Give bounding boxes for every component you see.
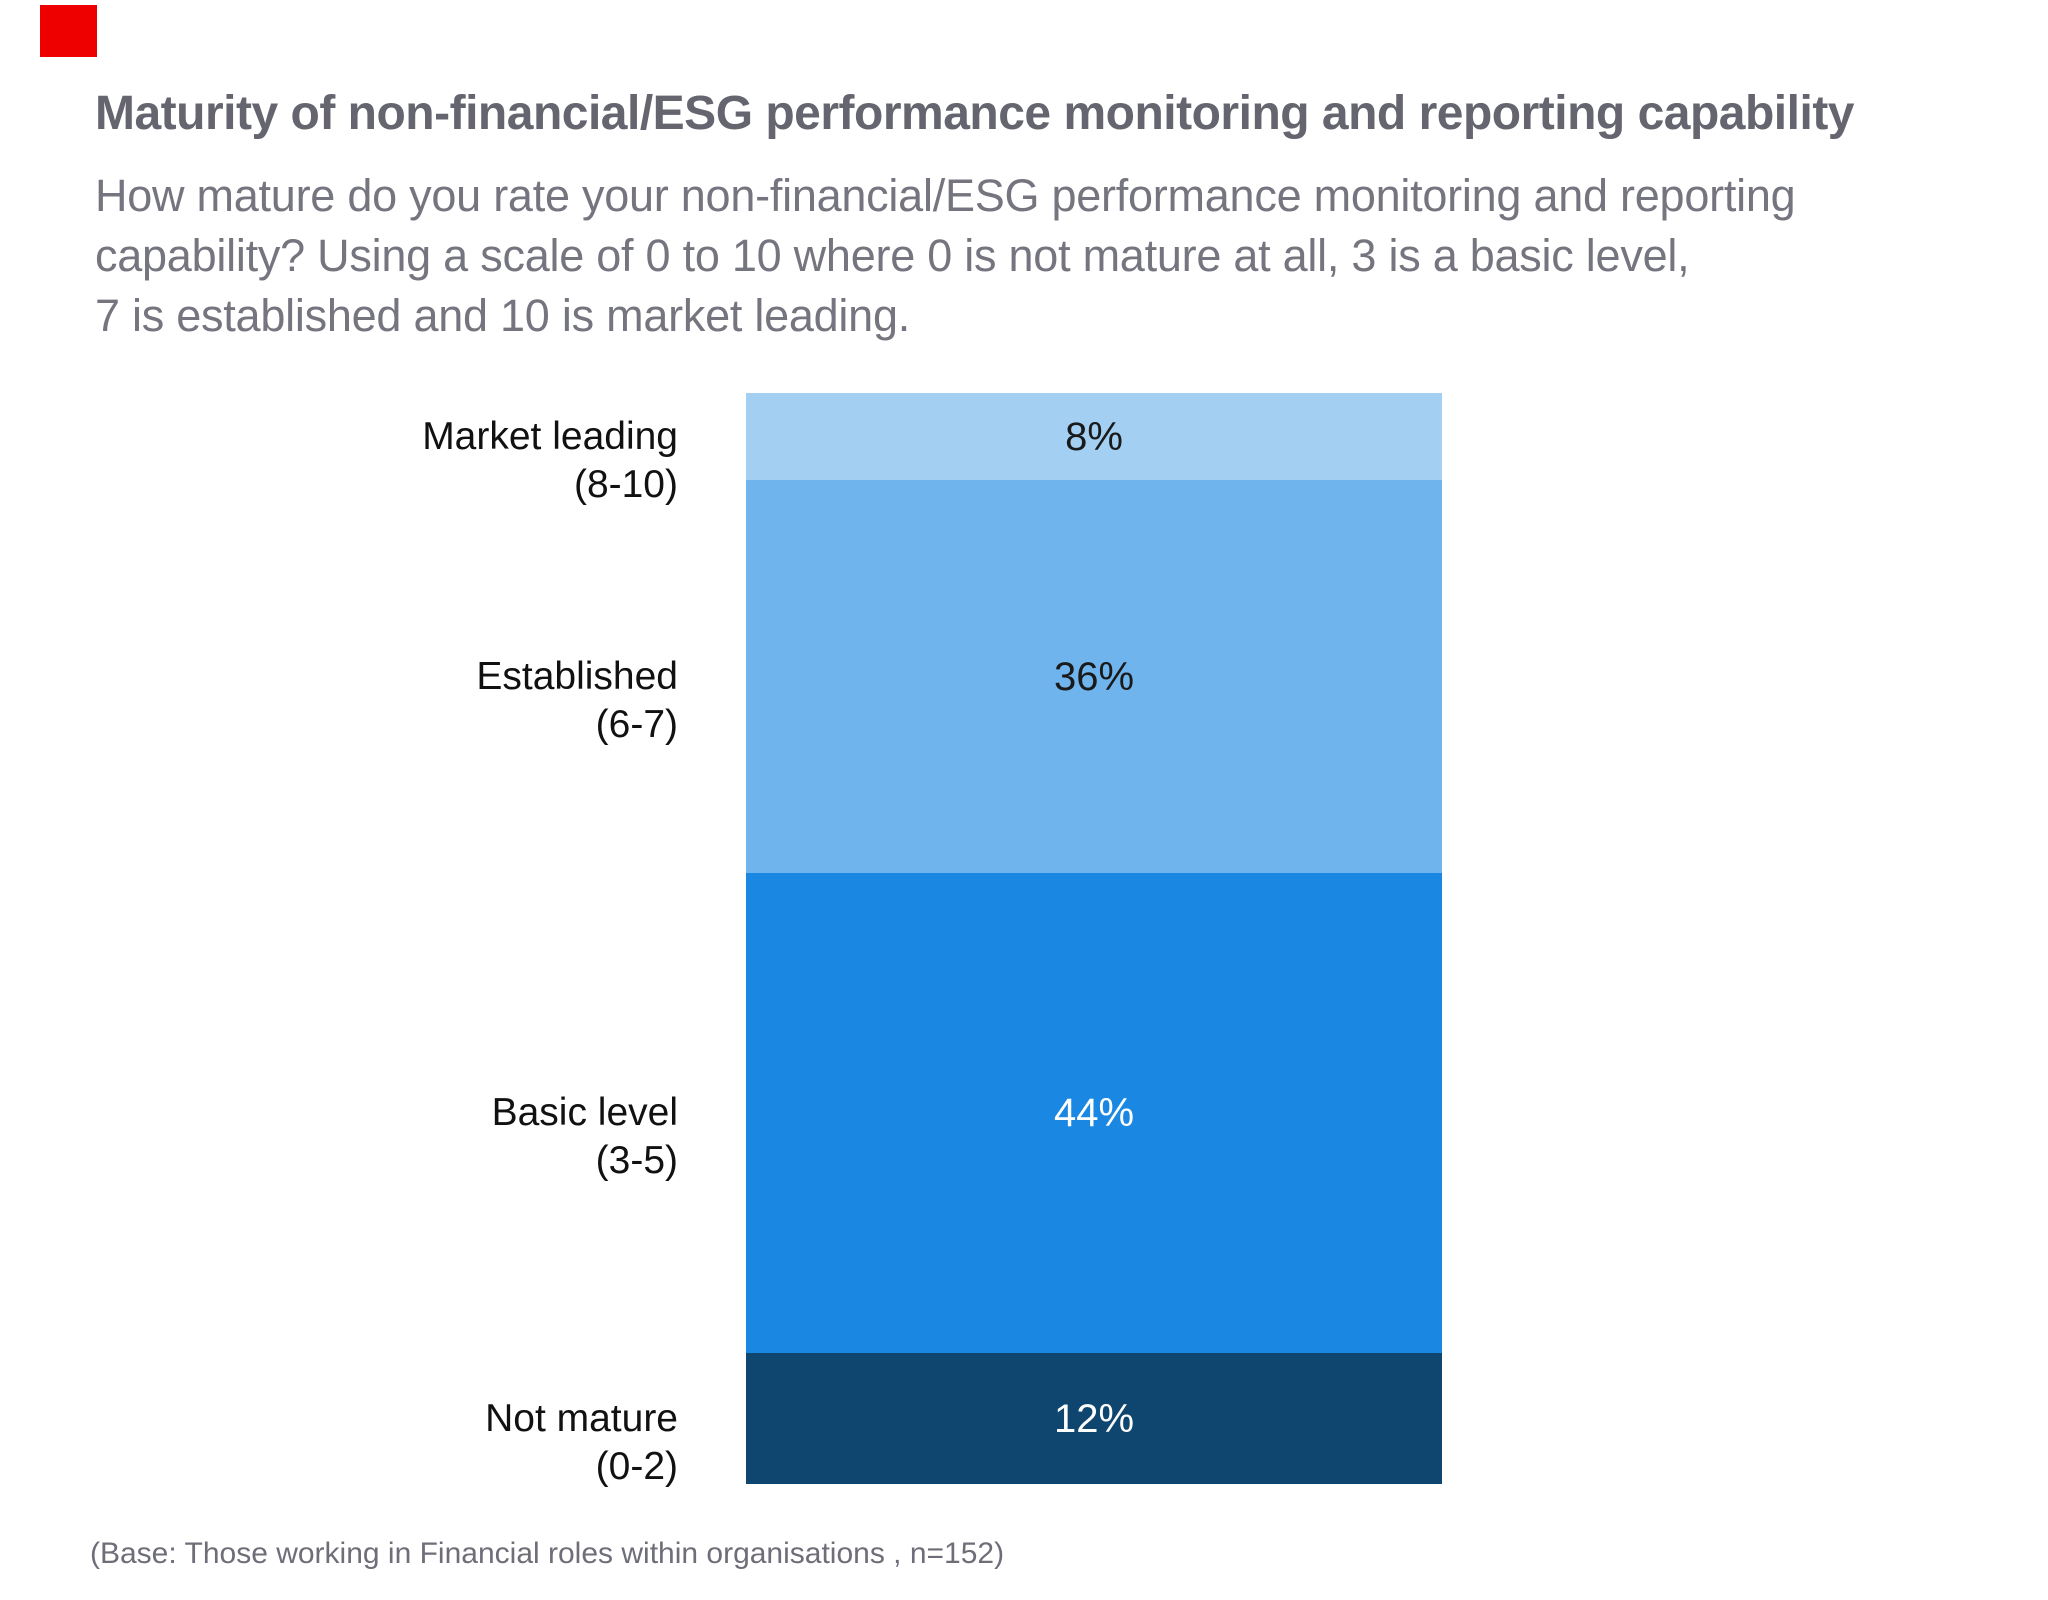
chart-title: Maturity of non-financial/ESG performanc…: [95, 87, 1855, 140]
category-range: (3-5): [595, 1139, 678, 1183]
bar-segment-not-mature: 12%: [746, 1353, 1442, 1484]
bar-segment-established: 36%: [746, 480, 1442, 874]
bar-segment-market-leading: 8%: [746, 393, 1442, 481]
category-range: (0-2): [595, 1444, 678, 1488]
subtitle-line-1: How mature do you rate your non-financia…: [95, 170, 1796, 221]
category-range: (6-7): [595, 702, 678, 746]
chart-subtitle: How mature do you rate your non-financia…: [95, 166, 1995, 346]
value-label-market-leading: 8%: [1065, 414, 1123, 459]
subtitle-line-3: 7 is established and 10 is market leadin…: [95, 290, 910, 341]
category-name: Market leading: [422, 414, 678, 458]
category-label-not-mature: Not mature (0-2): [485, 1395, 678, 1491]
value-label-not-mature: 12%: [1053, 1396, 1135, 1441]
value-label-established: 36%: [1053, 654, 1135, 699]
category-labels: Market leading (8-10) Established (6-7) Basi…: [0, 393, 678, 1488]
stacked-bar: 8% 36% 44% 12%: [746, 393, 1442, 1484]
red-corner-marker: [40, 5, 97, 57]
value-label-basic-level: 44%: [1053, 1091, 1135, 1136]
category-name: Not mature: [485, 1396, 678, 1440]
category-label-established: Established (6-7): [476, 653, 678, 749]
bar-segment-basic-level: 44%: [746, 873, 1442, 1354]
category-label-basic-level: Basic level (3-5): [492, 1089, 678, 1185]
category-range: (8-10): [573, 462, 678, 506]
category-label-market-leading: Market leading (8-10): [422, 413, 678, 509]
category-name: Established: [476, 654, 678, 698]
category-name: Basic level: [491, 1091, 678, 1135]
subtitle-line-2: capability? Using a scale of 0 to 10 whe…: [95, 230, 1690, 281]
base-note: (Base: Those working in Financial roles …: [90, 1537, 1005, 1570]
